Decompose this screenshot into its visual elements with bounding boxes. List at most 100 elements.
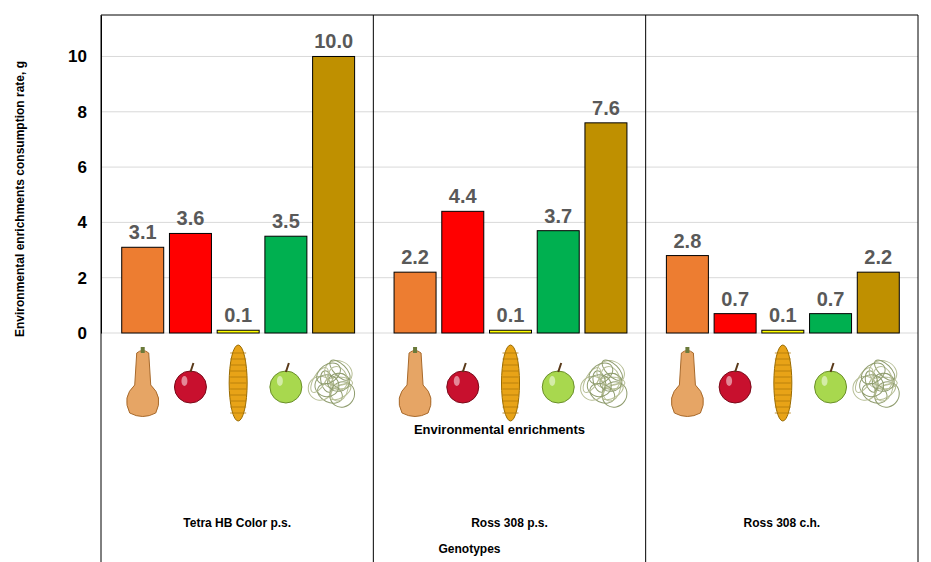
icon-shine xyxy=(549,376,555,386)
y-tick: 6 xyxy=(78,158,101,177)
data-label: 2.8 xyxy=(673,230,701,252)
bar xyxy=(490,330,532,333)
icon-apple xyxy=(815,371,847,403)
icon-squash xyxy=(127,351,159,417)
icon-kernel-row xyxy=(503,401,519,402)
annotation: Environmental enrichments xyxy=(414,422,585,437)
icon-kernel-row xyxy=(775,413,791,414)
data-label: 7.6 xyxy=(592,97,620,119)
bar xyxy=(313,56,355,333)
icon-squash xyxy=(671,351,703,417)
icon-stem xyxy=(685,347,689,353)
icon-kernel-row xyxy=(230,365,246,366)
icon-stem xyxy=(735,363,738,372)
icon-stem xyxy=(413,347,417,353)
icon-hay xyxy=(325,364,350,393)
x-axis-title: Genotypes xyxy=(438,542,500,556)
icon-apple xyxy=(542,371,574,403)
icon-corn xyxy=(774,345,792,421)
icon xyxy=(576,357,632,412)
y-tick-label: 10 xyxy=(68,47,87,66)
icon-kernel-row xyxy=(503,395,519,396)
bar xyxy=(442,211,484,333)
icon xyxy=(447,363,479,403)
icon-kernel-row xyxy=(775,383,791,384)
icon xyxy=(671,347,703,417)
icon-kernel-row xyxy=(230,413,246,414)
icon-kernel-row xyxy=(775,365,791,366)
icon-hay xyxy=(857,359,889,389)
icon-shine xyxy=(726,376,732,386)
bar xyxy=(714,314,756,333)
grid-line xyxy=(101,167,918,168)
icon-kernel-row xyxy=(503,383,519,384)
icon-hay xyxy=(313,359,345,389)
icon-kernel-row xyxy=(775,389,791,390)
y-tick: 8 xyxy=(78,103,101,122)
data-label: 4.4 xyxy=(449,185,478,207)
frame-left xyxy=(101,15,102,562)
y-axis: 0246810 xyxy=(68,16,101,343)
icon-kernel-row xyxy=(503,365,519,366)
icon-kernel-row xyxy=(503,353,519,354)
icon-kernel-row xyxy=(230,389,246,390)
icon-shine xyxy=(454,376,460,386)
bar xyxy=(585,123,627,333)
icon xyxy=(848,357,904,412)
bar xyxy=(537,231,579,333)
icon xyxy=(229,345,247,421)
x-tick-label: Ross 308 p.s. xyxy=(471,516,548,530)
icon-kernel-row xyxy=(230,383,246,384)
bar xyxy=(857,272,899,333)
grid-line xyxy=(101,111,918,112)
icon-stem xyxy=(286,363,289,372)
icon xyxy=(502,345,520,421)
data-label: 3.7 xyxy=(544,205,572,227)
bar xyxy=(217,330,259,333)
icon-kernel-row xyxy=(775,401,791,402)
y-tick-label: 2 xyxy=(78,269,87,288)
icon-kernel-row xyxy=(230,353,246,354)
chart: 0246810Environmental enrichments consump… xyxy=(0,0,931,562)
icon xyxy=(774,345,792,421)
grid-line xyxy=(101,56,918,57)
icon-apple xyxy=(270,371,302,403)
bar xyxy=(169,233,211,333)
data-label: 0.7 xyxy=(721,288,749,310)
icon-stem xyxy=(463,363,466,372)
data-label: 3.5 xyxy=(272,210,300,232)
icon xyxy=(399,347,431,417)
data-label: 2.2 xyxy=(864,246,892,268)
icon-hay xyxy=(585,359,617,389)
panel-separator xyxy=(373,15,374,562)
x-tick-label: Tetra HB Color p.s. xyxy=(183,516,291,530)
data-label: 0.1 xyxy=(769,304,797,326)
data-label: 3.6 xyxy=(177,207,205,229)
icon-apple xyxy=(174,371,206,403)
icons xyxy=(127,345,905,421)
x-tick-label: Ross 308 c.h. xyxy=(743,516,820,530)
icon-apple xyxy=(719,371,751,403)
frame xyxy=(101,15,918,562)
icon-shine xyxy=(277,376,283,386)
icon-corn xyxy=(229,345,247,421)
y-tick-label: 6 xyxy=(78,158,87,177)
icon-kernel-row xyxy=(503,371,519,372)
x-tick: Ross 308 p.s. xyxy=(471,516,548,530)
data-labels: 3.12.22.83.64.40.70.10.10.13.53.70.710.0… xyxy=(129,30,892,326)
bar xyxy=(122,247,164,333)
icon xyxy=(303,357,359,412)
icon-kernel-row xyxy=(503,389,519,390)
icon-kernel-row xyxy=(775,395,791,396)
grid-line xyxy=(101,277,918,278)
icon-stem xyxy=(831,363,834,372)
icon-stem xyxy=(558,363,561,372)
icon-kernel-row xyxy=(230,401,246,402)
data-label: 0.1 xyxy=(224,304,252,326)
icon-kernel-row xyxy=(503,377,519,378)
x-tick: Ross 308 c.h. xyxy=(743,516,820,530)
icon-kernel-row xyxy=(230,407,246,408)
icon-apple xyxy=(447,371,479,403)
y-tick: 2 xyxy=(78,269,101,288)
icon xyxy=(815,363,847,403)
